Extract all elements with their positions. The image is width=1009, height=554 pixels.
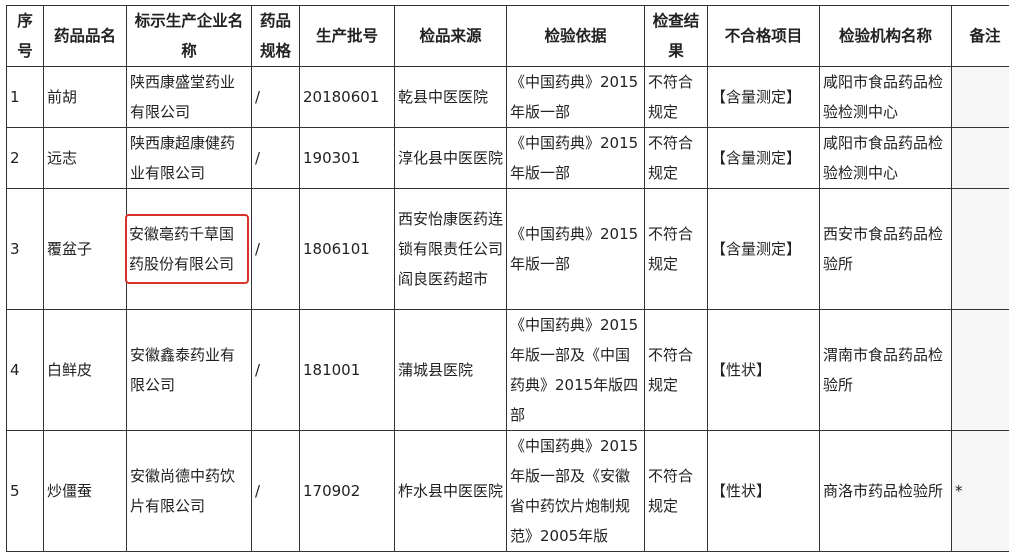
- header-note: 备注: [951, 5, 1009, 67]
- cell-note: [951, 127, 1009, 189]
- cell-name: 炒僵蚕: [43, 430, 127, 552]
- cell-maker: 陕西康超康健药业有限公司: [126, 127, 252, 189]
- cell-result: 不符合规定: [644, 66, 708, 128]
- header-batch: 生产批号: [299, 5, 395, 67]
- cell-note: *: [951, 430, 1009, 552]
- cell-agency: 商洛市药品检验所: [819, 430, 952, 552]
- cell-basis: 《中国药典》2015年版一部及《中国药典》2015年版四部: [506, 309, 645, 431]
- highlight-box: 安徽亳药千草国药股份有限公司: [125, 214, 249, 284]
- header-no: 序号: [6, 5, 44, 67]
- cell-agency: 咸阳市食品药品检验检测中心: [819, 66, 952, 128]
- table-row: 5 炒僵蚕 安徽尚德中药饮片有限公司/170902 柞水县中医医院 《中国药典》2015…: [6, 430, 1009, 552]
- cell-agency: 咸阳市食品药品检验检测中心: [819, 127, 952, 189]
- cell-source: 淳化县中医医院: [394, 127, 507, 189]
- cell-item: 【性状】: [707, 309, 820, 431]
- cell-maker: 安徽尚德中药饮片有限公司: [126, 430, 252, 552]
- cell-no: 2: [6, 127, 44, 189]
- cell-spec: /: [251, 309, 300, 431]
- header-basis: 检验依据: [506, 5, 645, 67]
- cell-item: 【含量测定】: [707, 127, 820, 189]
- table-row: 2 远志 陕西康超康健药业有限公司/190301 淳化县中医医院 《中国药典》2015年…: [6, 127, 1009, 189]
- cell-maker: 安徽亳药千草国药股份有限公司: [125, 188, 252, 310]
- cell-maker: 安徽鑫泰药业有限公司: [126, 309, 252, 431]
- cell-item: 【性状】: [707, 430, 820, 552]
- header-spec: 药品规格: [251, 5, 300, 67]
- cell-result: 不符合规定: [644, 127, 708, 189]
- cell-basis: 《中国药典》2015年版一部: [506, 66, 645, 128]
- header-result: 检查结果: [644, 5, 708, 67]
- cell-source: 乾县中医医院: [394, 66, 507, 128]
- cell-note: [951, 66, 1009, 128]
- cell-name: 前胡: [43, 66, 127, 128]
- table-row: 3 覆盆子 安徽亳药千草国药股份有限公司/1806101 西安怡康医药连锁有限责任公司…: [6, 188, 1009, 310]
- cell-batch: 170902: [299, 430, 395, 552]
- cell-basis: 《中国药典》2015年版一部及《安徽省中药饮片炮制规范》2005年版: [506, 430, 645, 552]
- header-agency: 检验机构名称: [819, 5, 952, 67]
- cell-basis: 《中国药典》2015年版一部: [506, 127, 645, 189]
- cell-spec: /: [251, 430, 300, 552]
- cell-note: [951, 309, 1009, 431]
- cell-name: 白鲜皮: [43, 309, 127, 431]
- cell-name: 覆盆子: [43, 188, 127, 310]
- cell-item: 【含量测定】: [707, 188, 820, 310]
- table-row: 4 白鲜皮 安徽鑫泰药业有限公司/181001 蒲城县医院 《中国药典》2015年版一部…: [6, 309, 1009, 431]
- cell-no: 3: [6, 188, 44, 310]
- cell-maker: 陕西康盛堂药业有限公司: [126, 66, 252, 128]
- cell-spec: /: [251, 66, 300, 128]
- cell-basis: 《中国药典》2015年版一部: [506, 188, 645, 310]
- cell-source: 西安怡康医药连锁有限责任公司阎良医药超市: [394, 188, 507, 310]
- cell-result: 不符合规定: [644, 188, 708, 310]
- cell-result: 不符合规定: [644, 430, 708, 552]
- cell-batch: 190301: [299, 127, 395, 189]
- cell-agency: 渭南市食品药品检验所: [819, 309, 952, 431]
- cell-item: 【含量测定】: [707, 66, 820, 128]
- drug-inspection-table: 序号 药品品名 标示生产企业名称 药品规格 生产批号 检品来源 检验依据 检查结…: [6, 5, 1009, 552]
- table-row: 1 前胡 陕西康盛堂药业有限公司/20180601 乾县中医医院 《中国药典》2015年…: [6, 66, 1009, 128]
- cell-spec: /: [251, 127, 300, 189]
- header-maker: 标示生产企业名称: [126, 5, 252, 67]
- cell-batch: 20180601: [299, 66, 395, 128]
- cell-note: [951, 188, 1009, 310]
- header-name: 药品品名: [43, 5, 127, 67]
- cell-no: 1: [6, 66, 44, 128]
- cell-no: 5: [6, 430, 44, 552]
- header-row: 序号 药品品名 标示生产企业名称 药品规格 生产批号 检品来源 检验依据 检查结…: [6, 5, 1009, 67]
- cell-no: 4: [6, 309, 44, 431]
- cell-source: 柞水县中医医院: [394, 430, 507, 552]
- cell-agency: 西安市食品药品检验所: [819, 188, 952, 310]
- cell-source: 蒲城县医院: [394, 309, 507, 431]
- cell-batch: 181001: [299, 309, 395, 431]
- cell-name: 远志: [43, 127, 127, 189]
- header-item: 不合格项目: [707, 5, 820, 67]
- cell-result: 不符合规定: [644, 309, 708, 431]
- cell-spec: /: [251, 188, 300, 310]
- header-source: 检品来源: [394, 5, 507, 67]
- cell-batch: 1806101: [299, 188, 395, 310]
